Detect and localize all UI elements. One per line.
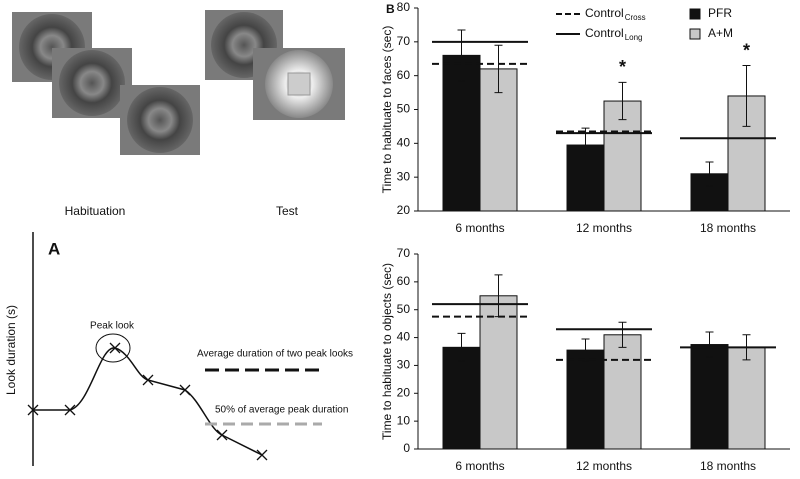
legend-subscript: Long (625, 33, 643, 42)
stimulus (253, 48, 345, 120)
bar (690, 344, 729, 450)
diagram: A Look duration (s) Peak look Average du… (4, 232, 353, 466)
bar (442, 346, 481, 450)
y-tick-label: 10 (397, 413, 411, 427)
x-tick-label: 18 months (700, 459, 756, 473)
x-tick-label: 6 months (455, 459, 504, 473)
legend-label: Control (585, 26, 624, 40)
error-bar (457, 332, 466, 362)
points (27, 342, 268, 461)
y-tick-label: 40 (397, 330, 411, 344)
y-tick-label: 30 (397, 169, 411, 183)
y-tick-label: 20 (397, 385, 411, 399)
legend-label: PFR (708, 6, 732, 20)
stimuli: Habituation Test (12, 10, 345, 218)
error-bar (705, 331, 714, 358)
x-tick-label: 6 months (455, 221, 504, 235)
y-tick-label: 0 (403, 441, 410, 455)
significance: * (743, 40, 750, 60)
axis-title: Time to habituate to objects (sec) (380, 263, 394, 440)
annotation: Peak look (90, 321, 135, 332)
significance: * (619, 57, 626, 77)
y-tick-label: 70 (397, 246, 411, 260)
error-bar (618, 81, 627, 121)
x-tick-label: 12 months (576, 221, 632, 235)
error-bar (581, 338, 590, 362)
curve (33, 347, 263, 456)
x-tick-label: 18 months (700, 221, 756, 235)
error-bar (705, 161, 714, 187)
error-bar (742, 65, 751, 127)
legend-swatch (689, 28, 701, 40)
annotation: 50% of average peak duration (215, 405, 348, 416)
error-bar (457, 29, 466, 82)
y-tick-label: 70 (397, 34, 411, 48)
legend-label: Control (585, 6, 624, 20)
stimulus-label: Test (276, 204, 299, 218)
y-tick-label: 40 (397, 136, 411, 150)
panel-label: B (386, 2, 395, 16)
stimulus (120, 85, 200, 155)
axis-title: Look duration (s) (4, 305, 18, 395)
y-tick-label: 80 (397, 0, 411, 14)
x-tick-label: 12 months (576, 459, 632, 473)
panel-label: A (48, 239, 60, 258)
stimulus (52, 48, 132, 118)
legend-label: A+M (708, 26, 733, 40)
bar (727, 346, 766, 450)
bar (566, 349, 605, 450)
peak-circle (95, 333, 131, 363)
y-tick-label: 50 (397, 302, 411, 316)
bar (603, 334, 642, 450)
annotation: Average duration of two peak looks (197, 349, 353, 360)
bar (479, 295, 518, 450)
y-tick-label: 60 (397, 68, 411, 82)
stimulus-label: Habituation (65, 204, 126, 218)
error-bar (494, 44, 503, 94)
axis-title: Time to habituate to faces (sec) (380, 26, 394, 194)
legend-swatch (689, 8, 701, 20)
legend-subscript: Cross (625, 13, 646, 22)
y-tick-label: 50 (397, 102, 411, 116)
stimulus (205, 10, 283, 80)
y-tick-label: 20 (397, 203, 411, 217)
y-tick-label: 30 (397, 358, 411, 372)
y-tick-label: 60 (397, 274, 411, 288)
error-bar (618, 321, 627, 348)
